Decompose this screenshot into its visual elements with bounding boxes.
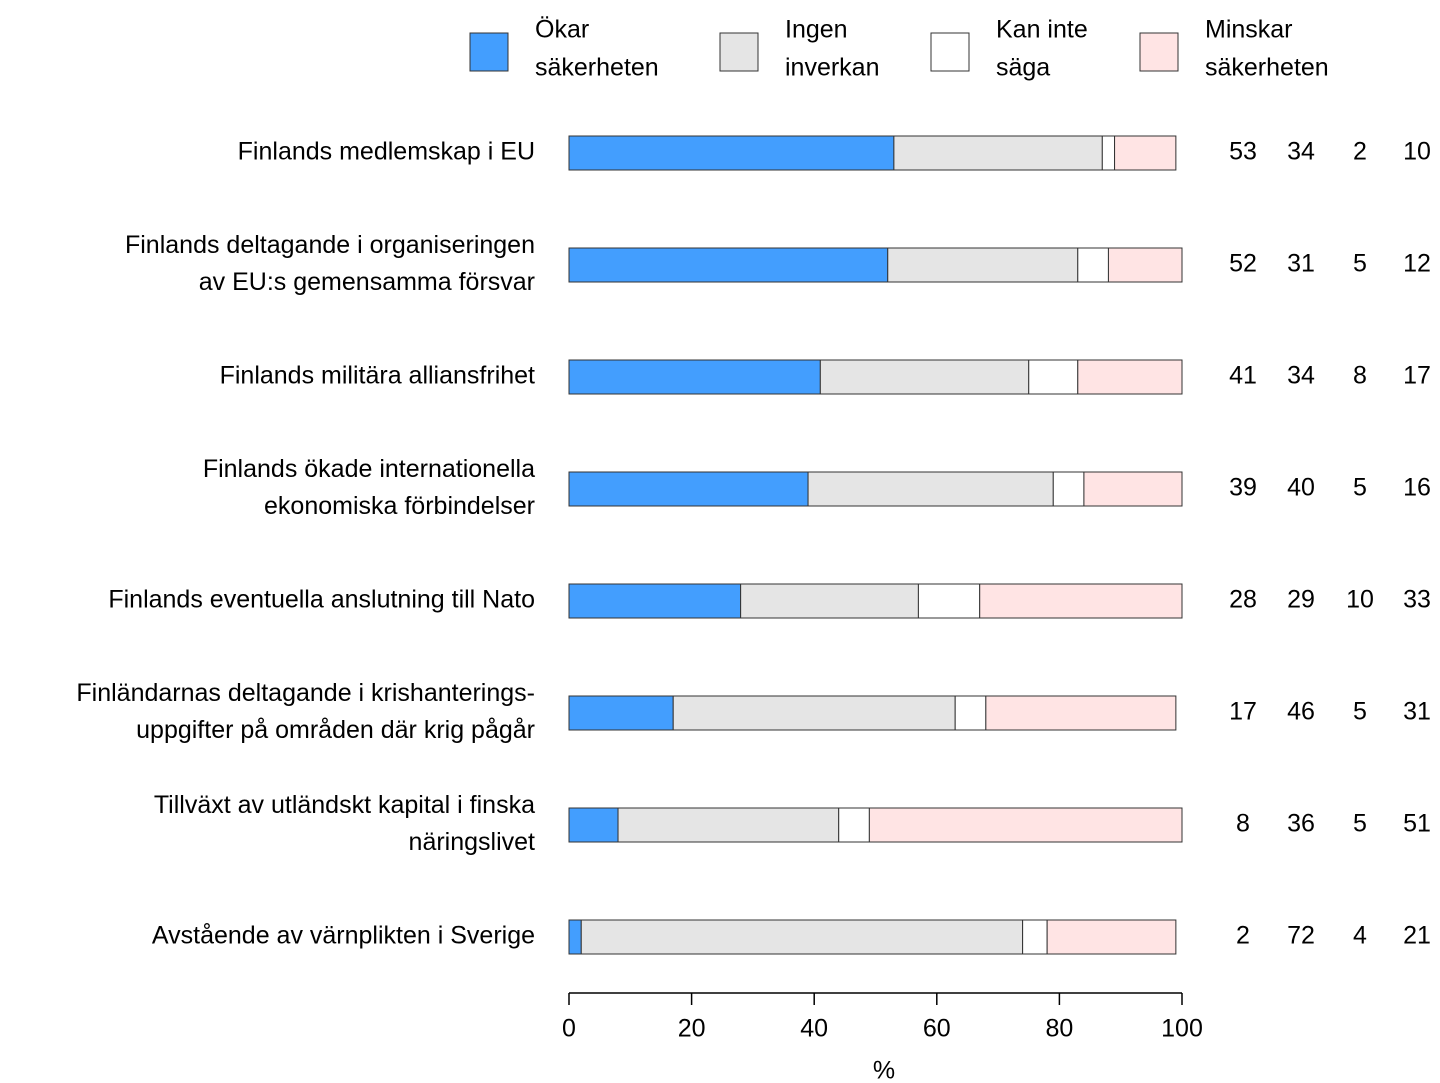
legend-label: Ingen [785, 16, 848, 44]
bar-segment [985, 695, 1177, 731]
bar-segment [1046, 919, 1177, 955]
bar-segment [568, 695, 674, 731]
bar-segment [868, 807, 1183, 843]
legend-swatch [930, 32, 970, 72]
value-label: 2 [1236, 922, 1250, 950]
bar-segment [568, 471, 809, 507]
value-label: 39 [1229, 474, 1257, 502]
value-label: 21 [1403, 922, 1431, 950]
legend-label: säga [996, 54, 1050, 82]
category-label: Finlands medlemskap i EU [238, 138, 535, 166]
value-label: 5 [1353, 474, 1367, 502]
value-label: 51 [1403, 810, 1431, 838]
legend-swatch [469, 32, 509, 72]
bar-segment [580, 919, 1024, 955]
bar-segment [672, 695, 956, 731]
bar-segment [979, 583, 1183, 619]
value-label: 33 [1403, 586, 1431, 614]
value-label: 5 [1353, 698, 1367, 726]
bar-segment [893, 135, 1103, 171]
x-tick-label: 40 [800, 1015, 828, 1043]
x-axis-label: % [873, 1057, 895, 1083]
x-tick-label: 60 [923, 1015, 951, 1043]
bar-segment [917, 583, 981, 619]
legend-label: Minskar [1205, 16, 1293, 44]
value-label: 12 [1403, 250, 1431, 278]
bar-segment [568, 247, 889, 283]
value-label: 72 [1287, 922, 1315, 950]
bar-segment [1107, 247, 1183, 283]
legend-swatch [719, 32, 759, 72]
category-label: näringslivet [409, 828, 536, 856]
bar-segment [617, 807, 840, 843]
x-tick-label: 20 [678, 1015, 706, 1043]
value-label: 36 [1287, 810, 1315, 838]
category-label: Finlands militära alliansfrihet [220, 362, 535, 390]
bar-segment [568, 919, 582, 955]
value-label: 4 [1353, 922, 1367, 950]
x-tick-label: 0 [562, 1015, 576, 1043]
value-label: 34 [1287, 362, 1315, 390]
category-label: uppgifter på områden där krig pågår [136, 716, 535, 744]
value-label: 17 [1229, 698, 1257, 726]
bar-segment [1114, 135, 1177, 171]
value-label: 2 [1353, 138, 1367, 166]
legend-swatch [1139, 32, 1179, 72]
value-label: 16 [1403, 474, 1431, 502]
value-label: 8 [1236, 810, 1250, 838]
legend-label: inverkan [785, 54, 880, 82]
bar-segment [568, 135, 895, 171]
bar-segment [1028, 359, 1079, 395]
bar-segment [1101, 135, 1116, 171]
value-label: 28 [1229, 586, 1257, 614]
value-label: 46 [1287, 698, 1315, 726]
bar-segment [1022, 919, 1048, 955]
bar-segment [568, 583, 742, 619]
value-label: 17 [1403, 362, 1431, 390]
bar-segment [819, 359, 1030, 395]
legend-label: säkerheten [535, 54, 659, 82]
value-label: 5 [1353, 250, 1367, 278]
value-label: 29 [1287, 586, 1315, 614]
bar-segment [838, 807, 870, 843]
bar-segment [1052, 471, 1085, 507]
value-label: 53 [1229, 138, 1257, 166]
value-label: 8 [1353, 362, 1367, 390]
bar-segment [740, 583, 919, 619]
value-label: 40 [1287, 474, 1315, 502]
category-label: Avstående av värnplikten i Sverige [152, 922, 535, 950]
x-tick-label: 100 [1161, 1015, 1203, 1043]
bar-segment [807, 471, 1054, 507]
bar-segment [1083, 471, 1183, 507]
value-label: 10 [1403, 138, 1431, 166]
bar-segment [568, 807, 619, 843]
bar-segment [1077, 247, 1109, 283]
bar-segment [568, 359, 821, 395]
category-label: ekonomiska förbindelser [264, 492, 535, 520]
value-label: 31 [1287, 250, 1315, 278]
category-label: av EU:s gemensamma försvar [199, 268, 535, 296]
bar-segment [1077, 359, 1183, 395]
category-label: Finlands deltagande i organiseringen [125, 231, 535, 259]
x-tick-label: 80 [1045, 1015, 1073, 1043]
bar-segment [954, 695, 987, 731]
value-label: 31 [1403, 698, 1431, 726]
category-label: Finlands eventuella anslutning till Nato [108, 586, 535, 614]
category-label: Finlands ökade internationella [203, 455, 535, 483]
value-label: 52 [1229, 250, 1257, 278]
bar-segment [887, 247, 1079, 283]
value-label: 10 [1346, 586, 1374, 614]
value-label: 41 [1229, 362, 1257, 390]
legend-label: säkerheten [1205, 54, 1329, 82]
category-label: Tillväxt av utländskt kapital i finska [154, 791, 535, 819]
category-label: Finländarnas deltagande i krishanterings… [76, 679, 535, 707]
legend-label: Kan inte [996, 16, 1088, 44]
value-label: 5 [1353, 810, 1367, 838]
legend-label: Ökar [535, 16, 589, 44]
value-label: 34 [1287, 138, 1315, 166]
